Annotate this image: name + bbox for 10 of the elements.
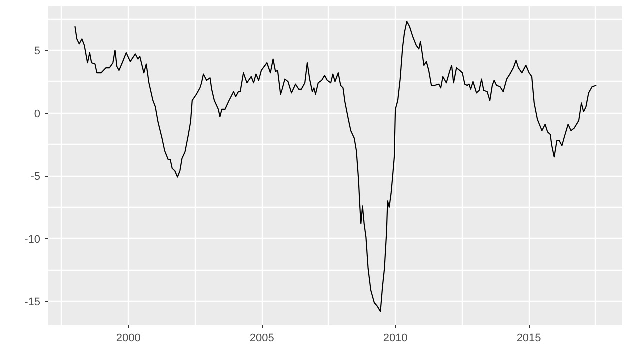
y-tick-label: -5	[30, 171, 40, 184]
x-tick-label: 2005	[250, 332, 274, 344]
y-tick-label: 5	[34, 45, 41, 58]
y-tick-label: -15	[24, 296, 41, 309]
y-tick-label: -10	[24, 234, 41, 246]
x-tick-label: 2010	[383, 332, 408, 344]
x-tick-label: 2000	[116, 332, 141, 344]
y-tick-label: 0	[34, 108, 41, 120]
x-tick-label: 2015	[516, 332, 542, 344]
line-series	[74, 21, 598, 312]
